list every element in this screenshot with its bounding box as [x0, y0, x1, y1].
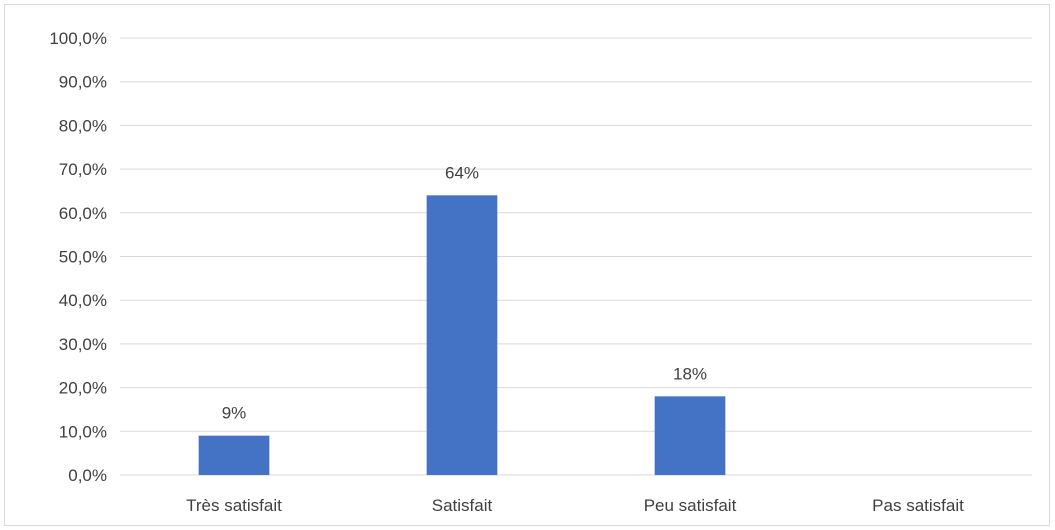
- y-tick-label: 80,0%: [59, 116, 107, 135]
- y-tick-label: 30,0%: [59, 335, 107, 354]
- y-tick-label: 90,0%: [59, 73, 107, 92]
- x-category-label: Peu satisfait: [644, 496, 737, 515]
- y-tick-label: 0,0%: [68, 466, 107, 485]
- data-label: 64%: [445, 163, 479, 182]
- y-tick-label: 70,0%: [59, 160, 107, 179]
- bars: [199, 195, 726, 475]
- x-axis: Très satisfait Satisfait Peu satisfait Pas …: [186, 496, 964, 515]
- bar: [427, 195, 498, 475]
- gridlines: [120, 38, 1032, 475]
- data-label: 9%: [222, 404, 247, 423]
- y-tick-label: 60,0%: [59, 204, 107, 223]
- data-label: 18%: [673, 364, 707, 383]
- bar: [199, 436, 270, 475]
- y-tick-label: 50,0%: [59, 248, 107, 267]
- y-tick-label: 100,0%: [49, 29, 107, 48]
- y-tick-label: 20,0%: [59, 379, 107, 398]
- y-tick-label: 40,0%: [59, 291, 107, 310]
- y-axis: 0,0% 10,0% 20,0% 30,0% 40,0% 50,0% 60,0% 70,0% 8…: [49, 29, 107, 485]
- x-category-label: Satisfait: [432, 496, 493, 515]
- y-tick-label: 10,0%: [59, 422, 107, 441]
- bar: [655, 396, 726, 475]
- x-category-label: Pas satisfait: [872, 496, 964, 515]
- x-category-label: Très satisfait: [186, 496, 282, 515]
